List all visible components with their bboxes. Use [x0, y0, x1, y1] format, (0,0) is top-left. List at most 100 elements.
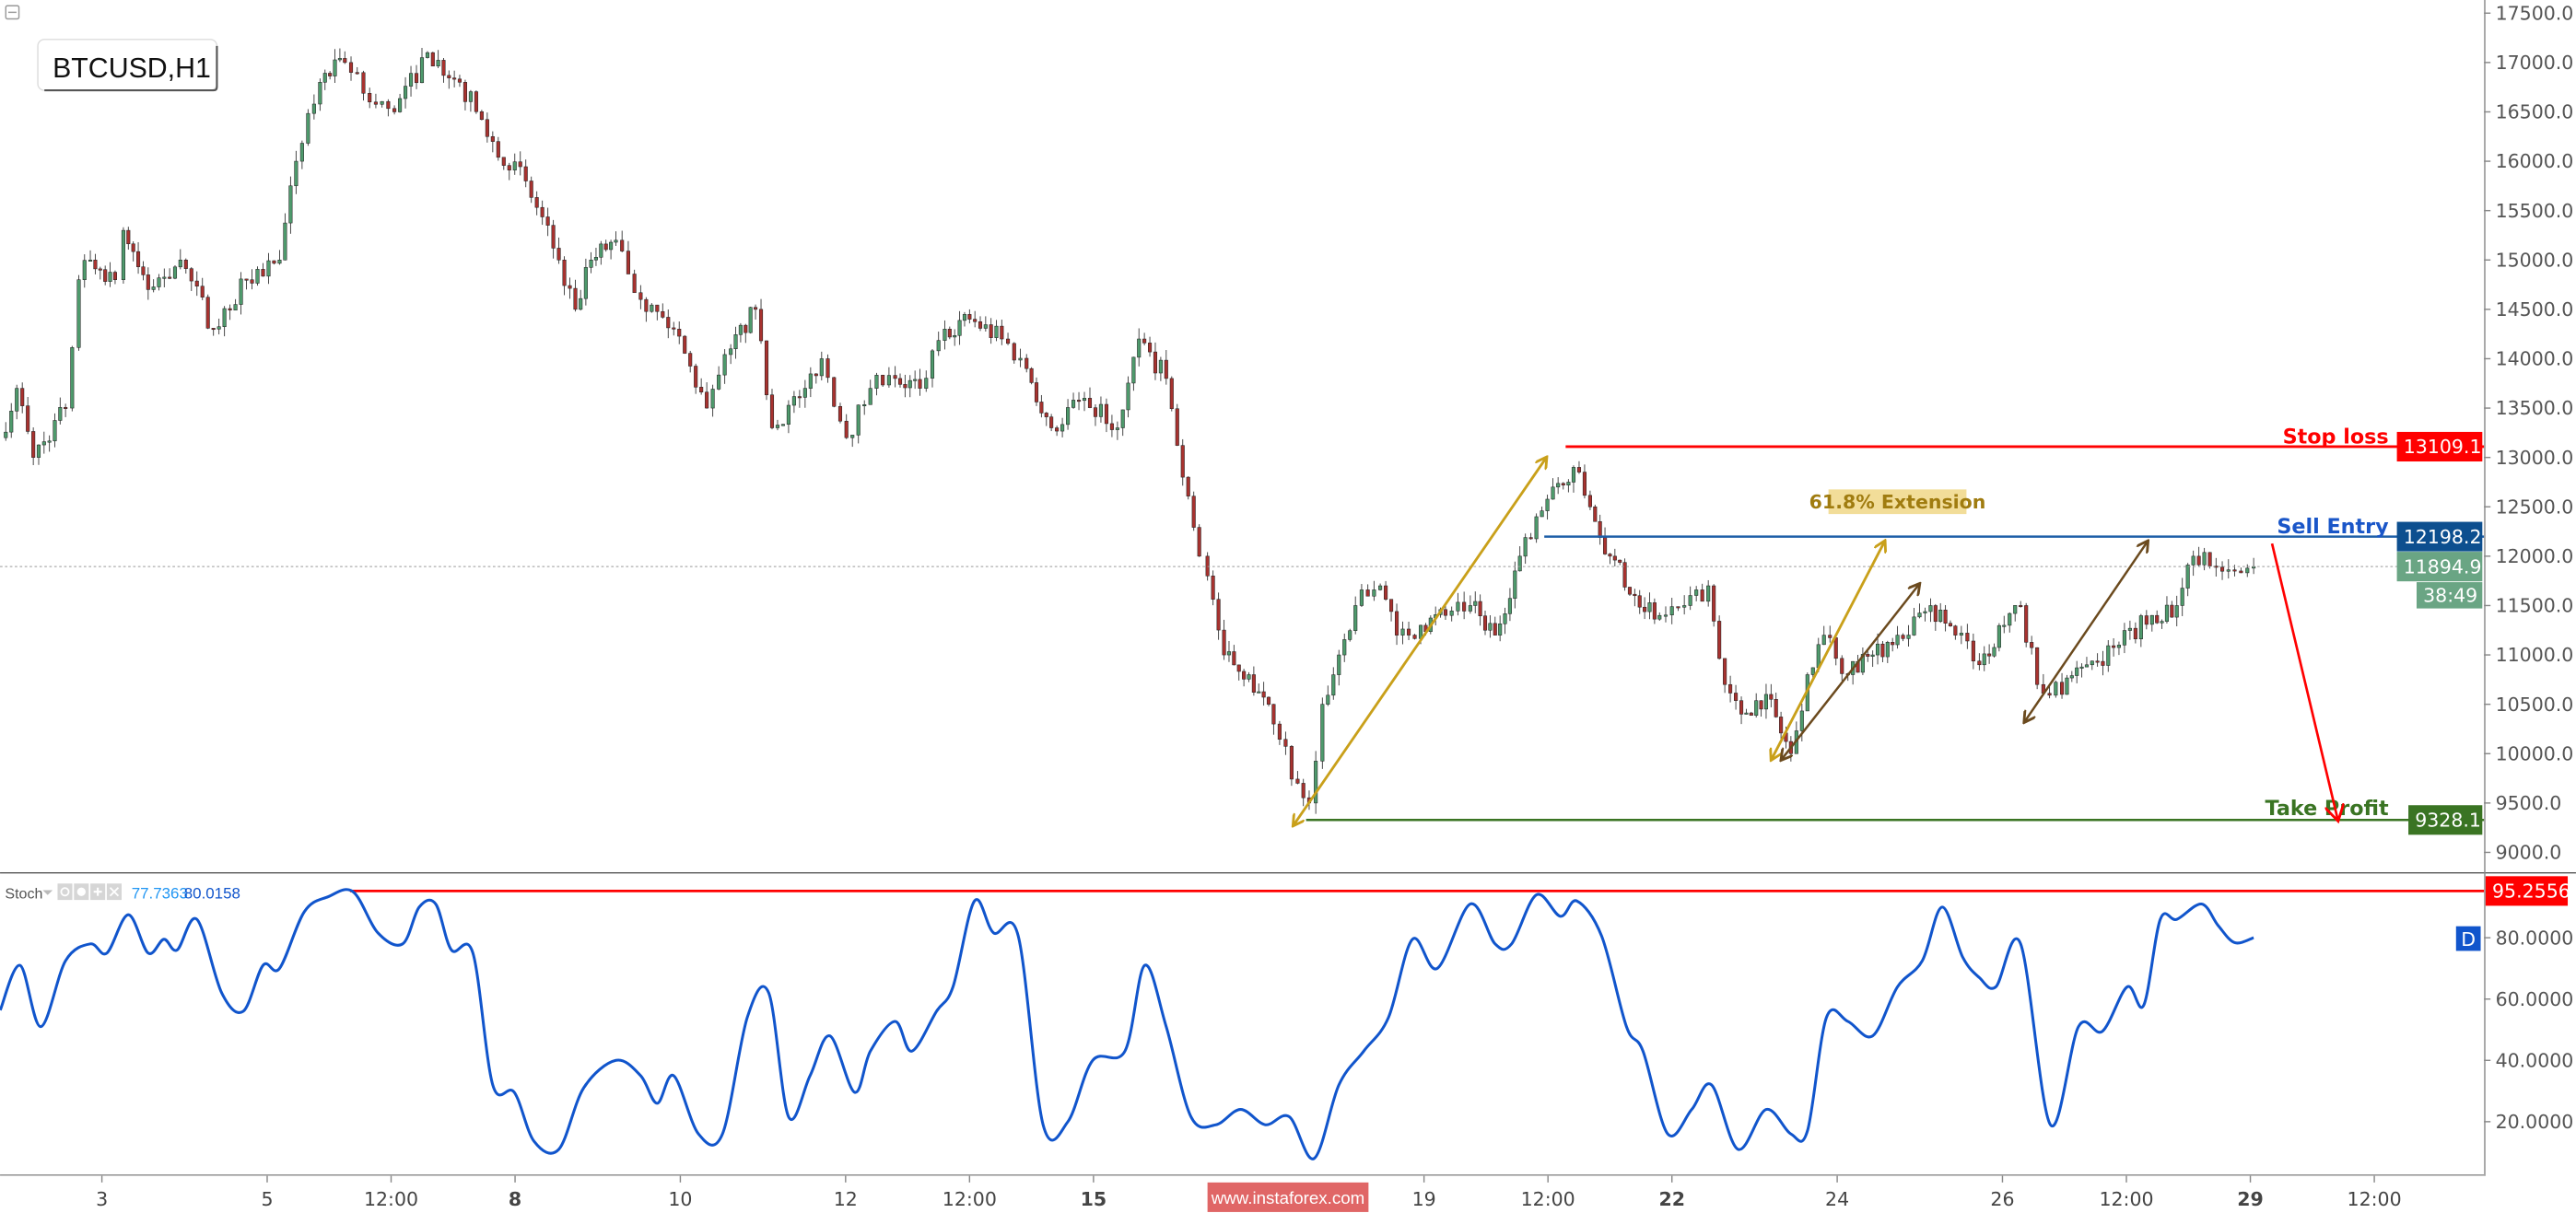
candle — [414, 64, 419, 89]
candle — [683, 334, 687, 355]
candle — [1612, 548, 1617, 566]
candle — [1739, 696, 1744, 725]
visibility-icon[interactable] — [57, 883, 73, 901]
candle — [1669, 598, 1674, 624]
settings-icon[interactable] — [74, 883, 89, 901]
candle — [41, 431, 46, 454]
impulse-arrow[interactable] — [1293, 458, 1546, 825]
candle — [791, 391, 796, 414]
candle — [856, 404, 861, 444]
candle — [1953, 624, 1958, 640]
candle — [485, 112, 489, 143]
candle — [1561, 482, 1565, 490]
candle — [562, 256, 567, 296]
candle — [1582, 464, 1587, 499]
candle — [1749, 711, 1753, 717]
candle — [744, 323, 748, 344]
candle — [638, 285, 643, 309]
candle — [136, 241, 141, 274]
candle — [157, 274, 161, 291]
price-axis[interactable]: 17500.0 17000.0 16500.0 16000.0 15500.0 15000… — [2484, 2, 2574, 864]
candle — [1320, 697, 1325, 769]
candle — [540, 200, 544, 226]
candle — [1712, 584, 1716, 627]
candle — [1142, 332, 1147, 345]
candle — [1763, 683, 1769, 719]
stoch-axis[interactable]: 80.0000 60.0000 40.0000 20.0000 — [2484, 927, 2573, 1133]
candle — [868, 379, 872, 405]
candle — [758, 298, 764, 344]
target-arrow[interactable] — [2270, 542, 2337, 820]
candle — [2019, 601, 2023, 608]
candle — [786, 400, 790, 434]
price-pane[interactable] — [0, 0, 2485, 872]
candle — [1593, 504, 1598, 522]
candle — [1131, 356, 1136, 391]
candle — [1928, 598, 1933, 623]
candle — [200, 277, 205, 300]
candle — [452, 70, 457, 87]
candle — [881, 374, 885, 388]
candle — [1576, 461, 1582, 474]
candle — [441, 58, 446, 83]
watermark-text: www.instaforex.com — [1211, 1188, 1364, 1207]
candle — [398, 93, 403, 113]
candle — [1251, 666, 1256, 696]
candle — [2164, 596, 2170, 624]
wave-arrow-2[interactable] — [2024, 542, 2148, 722]
candle — [1728, 675, 1733, 703]
candle — [930, 348, 935, 388]
candle — [632, 269, 637, 294]
candle — [288, 176, 293, 234]
candle — [1676, 606, 1680, 612]
candle — [780, 424, 785, 426]
candle — [1191, 491, 1196, 531]
candle — [343, 51, 347, 64]
price-tick-label: 9500.0 — [2496, 792, 2562, 814]
candle — [918, 368, 922, 396]
candle — [1076, 391, 1082, 411]
candle — [620, 230, 625, 252]
candle — [1566, 479, 1571, 493]
stop-loss-label: Stop loss — [2283, 425, 2389, 449]
candle — [1992, 643, 1996, 658]
candle — [957, 310, 962, 345]
extension-label[interactable]: 61.8% Extension — [1809, 489, 1986, 515]
dropdown-icon[interactable] — [42, 890, 53, 895]
candle — [496, 136, 500, 161]
candle — [126, 227, 131, 251]
candle — [710, 384, 715, 417]
candle — [1271, 704, 1276, 735]
candle — [661, 303, 665, 319]
time-axis[interactable]: 3 5 12:00 8 10 12 12:00 15 19 12:00 22 24 26 12:00 29 1… — [96, 1175, 2402, 1210]
candle — [1938, 602, 1943, 624]
candle — [322, 69, 327, 90]
candle — [239, 272, 243, 315]
candle — [722, 349, 727, 384]
svg-text:9328.1: 9328.1 — [2415, 809, 2481, 831]
candle — [2149, 614, 2154, 632]
candle — [1754, 693, 1759, 718]
collapse-icon[interactable] — [5, 5, 20, 20]
price-tick-label: 17500.0 — [2496, 2, 2574, 24]
candle — [1164, 350, 1168, 385]
wave-arrow-1[interactable] — [1781, 585, 1919, 761]
indicator-pane[interactable] — [0, 873, 2485, 1174]
stoch-title: Stoch — [5, 885, 42, 902]
candle — [1126, 376, 1130, 418]
candle — [802, 379, 807, 408]
time-tick-label: 24 — [1825, 1188, 1849, 1210]
candle — [672, 321, 676, 336]
add-icon[interactable] — [90, 883, 106, 901]
close-icon[interactable] — [106, 883, 122, 901]
candle — [2180, 577, 2184, 616]
candle — [1587, 490, 1592, 510]
time-tick-label: 8 — [509, 1188, 521, 1210]
symbol-label[interactable]: BTCUSD,H1 — [37, 39, 218, 92]
candle — [1000, 320, 1004, 345]
candle — [1147, 336, 1153, 357]
watermark[interactable]: www.instaforex.com — [1207, 1182, 1369, 1212]
candle — [2160, 619, 2164, 629]
candle — [205, 294, 210, 330]
